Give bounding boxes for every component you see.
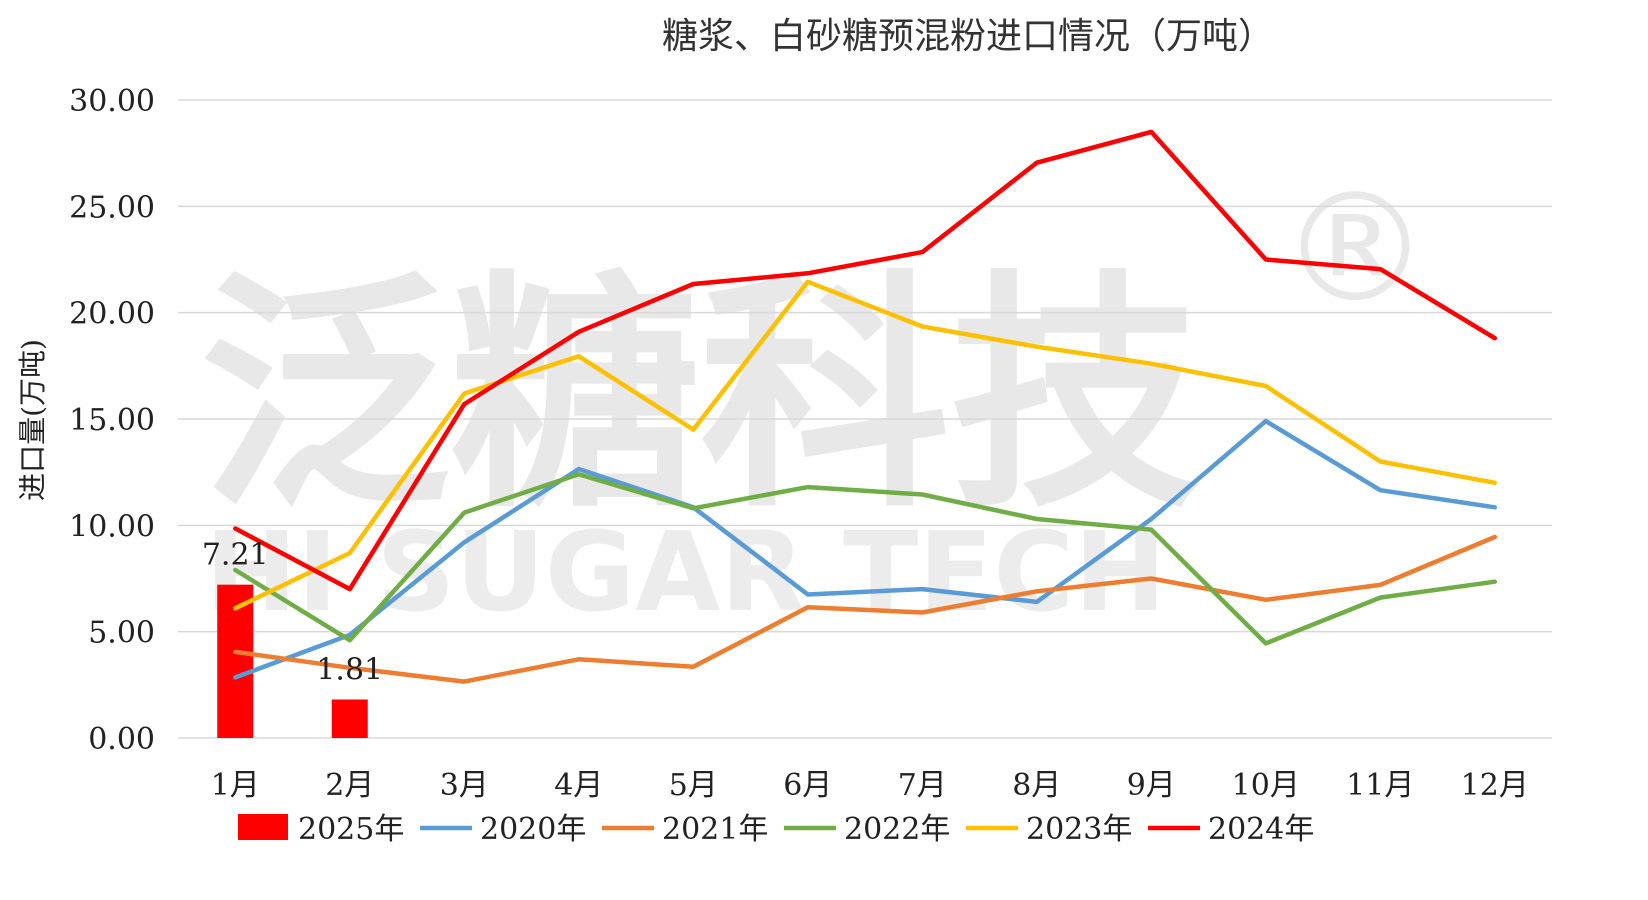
- y-axis-title: 进口量(万吨): [16, 339, 49, 501]
- legend-label: 2021年: [662, 812, 768, 847]
- y-tick-label: 0.00: [88, 722, 155, 757]
- bar-2025: [331, 699, 368, 738]
- legend-item-bar: 2025年: [238, 812, 404, 847]
- data-labels-layer: 7.21 1.81: [202, 538, 383, 688]
- y-tick-label: 15.00: [69, 403, 155, 438]
- x-tick-label: 8月: [1012, 768, 1061, 803]
- x-tick-label: 10月: [1232, 768, 1300, 803]
- x-tick-label: 4月: [554, 768, 603, 803]
- x-tick-label: 3月: [440, 768, 489, 803]
- x-tick-label: 5月: [669, 768, 718, 803]
- y-tick-label: 20.00: [69, 297, 155, 332]
- legend-item-line: 2020年: [420, 812, 586, 847]
- y-tick-label: 10.00: [69, 509, 155, 544]
- legend-item-line: 2023年: [966, 812, 1132, 847]
- x-tick-label: 11月: [1346, 768, 1414, 803]
- legend-item-line: 2022年: [784, 812, 950, 847]
- watermark-cn-text: 泛糖科技: [200, 250, 1200, 541]
- bar-series-layer: [217, 584, 368, 738]
- y-tick-label: 30.00: [69, 84, 155, 119]
- series-line: [233, 472, 1498, 646]
- line-series-layer: [233, 129, 1498, 684]
- y-tick-label: 25.00: [69, 190, 155, 225]
- bar-data-label: 7.21: [202, 538, 269, 573]
- watermark: 泛糖科技 HI SUGAR TECH ®: [200, 162, 1430, 636]
- x-tick-label: 1月: [211, 768, 260, 803]
- y-tick-label: 5.00: [88, 616, 155, 651]
- legend: 2025年 2020年 2021年 2022年 2023年 2024年: [238, 812, 1314, 847]
- gridlines: [178, 99, 1552, 739]
- legend-item-line: 2021年: [602, 812, 768, 847]
- x-tick-label: 6月: [783, 768, 832, 803]
- chart-title: 糖浆、白砂糖预混粉进口情况（万吨）: [662, 16, 1274, 57]
- x-tick-label: 2月: [325, 768, 374, 803]
- series-line: [233, 418, 1498, 680]
- axis-labels-layer: 0.00 5.00 10.00 15.00 20.00 25.00 30.00 1月 2月 3月 4…: [69, 84, 1529, 803]
- watermark-en-text: HI SUGAR TECH: [205, 508, 1166, 636]
- series-line: [233, 279, 1498, 611]
- series-line: [233, 534, 1498, 684]
- legend-label: 2024年: [1208, 812, 1314, 847]
- legend-label: 2022年: [844, 812, 950, 847]
- bar-data-label: 1.81: [316, 653, 383, 688]
- x-tick-label: 12月: [1461, 768, 1529, 803]
- legend-label: 2023年: [1026, 812, 1132, 847]
- x-tick-label: 9月: [1127, 768, 1176, 803]
- legend-item-line: 2024年: [1148, 812, 1314, 847]
- series-line: [233, 129, 1498, 592]
- legend-label: 2025年: [298, 812, 404, 847]
- legend-label: 2020年: [480, 812, 586, 847]
- x-tick-label: 7月: [898, 768, 947, 803]
- watermark-registered-mark: ®: [1280, 162, 1430, 336]
- legend-swatch: [238, 814, 288, 840]
